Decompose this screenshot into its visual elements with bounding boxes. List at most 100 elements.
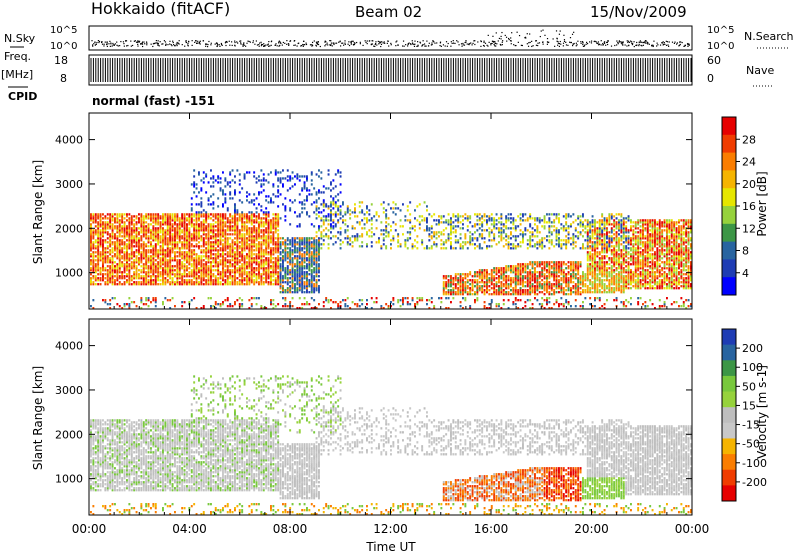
range-gate-cell [462, 241, 464, 244]
range-gate-cell [202, 273, 205, 276]
range-gate-cell [171, 283, 174, 286]
range-gate-cell [267, 271, 270, 274]
range-gate-cell [202, 241, 205, 244]
noise-data [91, 29, 690, 48]
range-gate-cell [222, 215, 224, 218]
noise-point [662, 41, 664, 43]
range-gate-cell [150, 267, 152, 270]
range-gate-cell [224, 253, 227, 256]
range-gate-cell [428, 299, 431, 302]
range-gate-cell [270, 257, 272, 260]
noise-point [379, 41, 382, 43]
range-gate-cell [303, 239, 306, 242]
range-gate-cell [222, 217, 224, 220]
range-gate-cell [241, 235, 244, 238]
range-gate-cell [246, 279, 248, 282]
range-gate-cell [368, 229, 371, 232]
range-gate-cell [286, 265, 289, 268]
noise-point [497, 40, 499, 42]
range-gate-cell [459, 305, 462, 308]
range-gate-cell [217, 229, 220, 232]
range-gate-cell [178, 229, 181, 232]
range-gate-cell [207, 247, 210, 250]
noise-point [638, 45, 640, 47]
range-gate-cell [289, 209, 292, 212]
noise-point [350, 43, 352, 45]
range-gate-cell [469, 241, 472, 244]
range-gate-cell [90, 223, 92, 226]
range-gate-cell [279, 257, 282, 260]
range-gate-cell [109, 259, 112, 262]
range-gate-cell [286, 261, 289, 264]
range-gate-cell [222, 275, 224, 278]
range-gate-cell [296, 265, 299, 268]
noise-point [350, 41, 352, 43]
range-gate-cell [106, 251, 109, 254]
noise-point [246, 42, 248, 44]
range-gate-cell [195, 275, 198, 278]
range-gate-cell [114, 269, 116, 272]
range-gate-cell [481, 221, 484, 224]
range-gate-cell [342, 221, 344, 224]
range-gate-cell [198, 283, 200, 286]
range-gate-cell [164, 297, 167, 300]
range-gate-cell [150, 277, 152, 280]
range-gate-cell [195, 283, 198, 286]
range-gate-cell [176, 273, 179, 276]
range-gate-cell [154, 229, 157, 232]
range-gate-cell [258, 235, 260, 238]
range-gate-cell [289, 287, 292, 290]
range-gate-cell [291, 267, 294, 270]
range-gate-cell [198, 225, 200, 228]
range-gate-cell [272, 265, 275, 268]
range-gate-cell [147, 215, 150, 218]
range-gate-cell [126, 257, 128, 260]
range-gate-cell [294, 289, 296, 292]
range-gate-cell [258, 277, 260, 280]
range-gate-cell [241, 213, 244, 216]
range-gate-cell [277, 233, 280, 236]
range-gate-cell [174, 245, 176, 248]
range-gate-cell [332, 203, 335, 206]
noise-point [175, 43, 177, 45]
range-gate-cell [236, 299, 239, 302]
range-gate-cell [210, 213, 212, 216]
range-gate-cell [159, 241, 162, 244]
range-gate-cell [294, 265, 296, 268]
range-gate-cell [286, 281, 289, 284]
range-gate-cell [154, 223, 157, 226]
range-gate-cell [171, 243, 174, 246]
range-gate-cell [116, 269, 119, 272]
range-gate-cell [318, 251, 320, 254]
range-gate-cell [171, 267, 174, 270]
range-gate-cell [270, 221, 272, 224]
range-gate-cell [303, 185, 306, 188]
range-gate-cell [440, 297, 443, 300]
range-gate-cell [186, 281, 188, 284]
range-gate-cell [114, 245, 116, 248]
noise-point [635, 44, 638, 47]
noise-point [177, 42, 180, 44]
range-gate-cell [157, 249, 160, 252]
range-gate-cell [325, 297, 328, 300]
range-gate-cell [152, 235, 155, 238]
range-gate-cell [138, 245, 140, 248]
range-gate-cell [459, 293, 462, 296]
noise-point [296, 45, 298, 47]
range-gate-cell [337, 205, 340, 208]
noise-point [442, 44, 444, 46]
range-gate-cell [459, 301, 462, 304]
range-gate-cell [294, 287, 296, 290]
range-gate-cell [224, 197, 227, 200]
range-gate-cell [272, 251, 275, 254]
range-gate-cell [145, 235, 148, 238]
range-gate-cell [284, 259, 287, 262]
range-gate-cell [111, 247, 114, 250]
range-gate-cell [476, 271, 479, 274]
noise-point [137, 40, 139, 43]
range-gate-cell [315, 231, 318, 234]
range-gate-cell [229, 263, 232, 266]
range-gate-cell [310, 183, 313, 186]
range-gate-cell [114, 227, 116, 230]
range-gate-cell [332, 199, 335, 202]
